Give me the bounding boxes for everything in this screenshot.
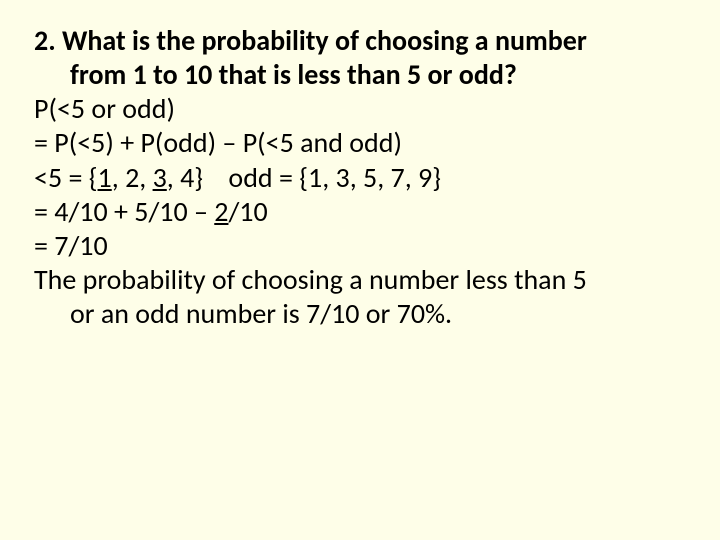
- lt5-elem-3: 3: [153, 160, 167, 195]
- work-line-4: = 4/10 + 5/10 – 2/10: [34, 195, 686, 229]
- overlap-count: 2: [214, 194, 228, 229]
- frac-sum-c: /10: [228, 194, 267, 229]
- answer-line-2: or an odd number is 7/10 or 70%.: [34, 297, 686, 331]
- work-line-3: <5 = {1, 2, 3, 4} odd = {1, 3, 5, 7, 9}: [34, 161, 686, 195]
- lt5-elem-1: 1: [98, 160, 112, 195]
- slide-content: 2. What is the probability of choosing a…: [34, 24, 686, 331]
- question-line-1: 2. What is the probability of choosing a…: [34, 24, 686, 58]
- frac-sum-a: = 4/10 + 5/10 –: [34, 194, 214, 229]
- lt5-sep-1: , 2,: [112, 160, 153, 195]
- odd-set: odd = {1, 3, 5, 7, 9}: [228, 160, 441, 195]
- lt5-set-open: <5 = {: [34, 160, 98, 195]
- answer-line-1: The probability of choosing a number les…: [34, 263, 686, 297]
- question-line-2: from 1 to 10 that is less than 5 or odd?: [34, 58, 686, 92]
- set-gap: [203, 160, 228, 195]
- work-line-1: P(<5 or odd): [34, 92, 686, 126]
- lt5-set-close: , 4}: [167, 160, 203, 195]
- work-line-5: = 7/10: [34, 229, 686, 263]
- work-line-2: = P(<5) + P(odd) – P(<5 and odd): [34, 126, 686, 160]
